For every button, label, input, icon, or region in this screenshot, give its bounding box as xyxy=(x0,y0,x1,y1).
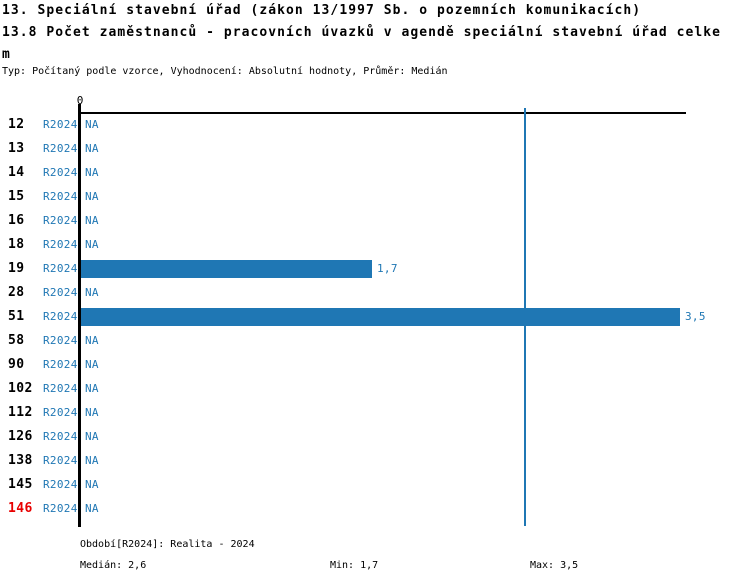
legend-min: Min: 1,7 xyxy=(330,560,379,571)
chart-row: 51 R2024 3,5 xyxy=(0,305,750,329)
row-category-label: 16 xyxy=(8,213,25,228)
chart-row: 145 R2024 NA xyxy=(0,473,750,497)
chart-row: 16 R2024 NA xyxy=(0,209,750,233)
row-category-label: 14 xyxy=(8,165,25,180)
bar-value-label: 1,7 xyxy=(377,262,398,275)
row-category-label: 15 xyxy=(8,189,25,204)
chart-row: 12 R2024 NA xyxy=(0,113,750,137)
row-na-value: NA xyxy=(85,238,99,251)
row-na-value: NA xyxy=(85,334,99,347)
row-category-label: 126 xyxy=(8,429,33,444)
row-period-label: R2024 xyxy=(43,262,78,275)
row-na-value: NA xyxy=(85,118,99,131)
chart-row: 19 R2024 1,7 xyxy=(0,257,750,281)
chart-row: 146 R2024 NA xyxy=(0,497,750,521)
row-na-value: NA xyxy=(85,430,99,443)
value-bar xyxy=(81,308,680,326)
row-category-label: 145 xyxy=(8,477,33,492)
row-na-value: NA xyxy=(85,286,99,299)
legend-max: Max: 3,5 xyxy=(530,560,579,571)
row-period-label: R2024 xyxy=(43,406,78,419)
y-axis-line xyxy=(78,104,81,527)
legend-median: Medián: 2,6 xyxy=(80,560,147,571)
row-na-value: NA xyxy=(85,142,99,155)
row-na-value: NA xyxy=(85,454,99,467)
row-category-label: 138 xyxy=(8,453,33,468)
value-bar xyxy=(81,260,372,278)
row-na-value: NA xyxy=(85,478,99,491)
row-category-label: 58 xyxy=(8,333,25,348)
row-period-label: R2024 xyxy=(43,142,78,155)
row-category-label: 112 xyxy=(8,405,33,420)
row-category-label: 12 xyxy=(8,117,25,132)
row-period-label: R2024 xyxy=(43,166,78,179)
row-period-label: R2024 xyxy=(43,286,78,299)
row-na-value: NA xyxy=(85,382,99,395)
row-category-label: 13 xyxy=(8,141,25,156)
row-period-label: R2024 xyxy=(43,478,78,491)
row-period-label: R2024 xyxy=(43,238,78,251)
row-period-label: R2024 xyxy=(43,190,78,203)
row-na-value: NA xyxy=(85,214,99,227)
chart-row: 90 R2024 NA xyxy=(0,353,750,377)
report-subtitle: 13.8 Počet zaměstnanců - pracovních úvaz… xyxy=(2,25,722,40)
chart-row: 138 R2024 NA xyxy=(0,449,750,473)
chart-row: 15 R2024 NA xyxy=(0,185,750,209)
row-category-label: 18 xyxy=(8,237,25,252)
row-period-label: R2024 xyxy=(43,502,78,515)
row-category-label: 28 xyxy=(8,285,25,300)
chart-row: 58 R2024 NA xyxy=(0,329,750,353)
axis-zero-label: 0 xyxy=(76,94,84,107)
chart-row: 112 R2024 NA xyxy=(0,401,750,425)
row-na-value: NA xyxy=(85,358,99,371)
legend-period: Období[R2024]: Realita - 2024 xyxy=(80,539,255,550)
row-na-value: NA xyxy=(85,502,99,515)
row-period-label: R2024 xyxy=(43,382,78,395)
row-period-label: R2024 xyxy=(43,214,78,227)
row-period-label: R2024 xyxy=(43,430,78,443)
row-period-label: R2024 xyxy=(43,310,78,323)
bar-value-label: 3,5 xyxy=(685,310,706,323)
report-title: 13. Speciální stavební úřad (zákon 13/19… xyxy=(2,3,642,18)
row-category-label: 90 xyxy=(8,357,25,372)
row-category-label: 146 xyxy=(8,501,33,516)
row-category-label: 51 xyxy=(8,309,25,324)
x-axis-line xyxy=(80,112,686,114)
row-period-label: R2024 xyxy=(43,454,78,467)
chart-row: 102 R2024 NA xyxy=(0,377,750,401)
chart-row: 28 R2024 NA xyxy=(0,281,750,305)
row-category-label: 102 xyxy=(8,381,33,396)
report-meta: Typ: Počítaný podle vzorce, Vyhodnocení:… xyxy=(2,66,448,77)
row-period-label: R2024 xyxy=(43,334,78,347)
chart-row: 13 R2024 NA xyxy=(0,137,750,161)
chart-row: 14 R2024 NA xyxy=(0,161,750,185)
row-na-value: NA xyxy=(85,406,99,419)
row-na-value: NA xyxy=(85,190,99,203)
report-subtitle-wrap: m xyxy=(2,47,11,62)
row-period-label: R2024 xyxy=(43,358,78,371)
row-category-label: 19 xyxy=(8,261,25,276)
chart-row: 126 R2024 NA xyxy=(0,425,750,449)
chart-row: 18 R2024 NA xyxy=(0,233,750,257)
row-period-label: R2024 xyxy=(43,118,78,131)
row-na-value: NA xyxy=(85,166,99,179)
